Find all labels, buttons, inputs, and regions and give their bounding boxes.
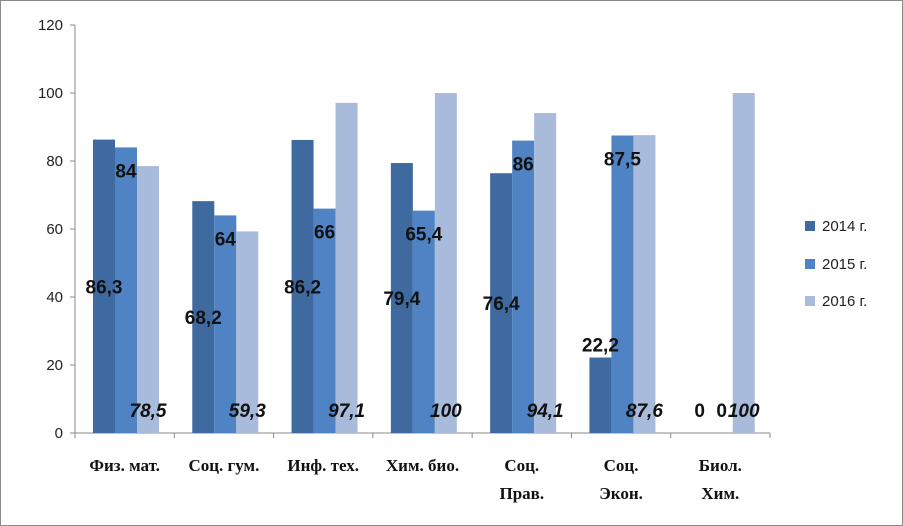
data-label-2-1: 84 [115,161,137,182]
y-tick-label: 40 [46,289,63,306]
data-label-3-5: 94,1 [527,401,564,422]
data-label-1-1: 86,3 [86,277,123,298]
bar-3-6 [633,135,656,433]
data-label-3-7: 100 [728,401,760,422]
data-label-1-6: 22,2 [582,336,619,357]
data-label-3-1: 78,5 [130,401,167,422]
x-tick-label-5-line-1: Соц. [504,456,539,475]
bar-2-3 [313,208,336,433]
bar-1-5 [490,173,513,434]
data-label-2-3: 66 [314,223,335,244]
data-label-3-2: 59,3 [229,401,266,422]
bar-3-2 [236,231,259,433]
x-tick-label-4: Хим. био. [386,456,459,475]
legend-label-3: 2016 г. [822,293,867,310]
data-label-1-5: 76,4 [483,294,520,315]
data-label-2-2: 64 [215,229,237,250]
x-tick-label-6-line-2: Экон. [599,484,643,503]
x-tick-label-6-line-1: Соц. [604,456,639,475]
x-tick-label-2: Соц. гум. [188,456,259,475]
bar-3-7 [732,93,755,433]
bar-3-3 [335,102,358,434]
bar-1-2 [192,201,215,433]
legend-swatch-3 [805,296,815,306]
data-label-1-7: 0 [694,401,705,422]
bar-2-5 [512,140,535,433]
data-label-2-5: 86 [513,155,534,176]
data-label-1-4: 79,4 [383,289,420,310]
x-tick-label-7-line-1: Биол. [699,456,742,475]
y-tick-label: 20 [46,357,63,374]
y-tick-label: 60 [46,221,63,238]
bar-3-4 [434,93,457,433]
legend-label-1: 2014 г. [822,218,867,235]
data-label-1-3: 86,2 [284,277,321,298]
data-label-1-2: 68,2 [185,308,222,329]
bar-1-6 [589,357,612,433]
chart-x-tick-labels: Физ. мат. Соц. гум. Инф. тех. Хим. био. Соц.… [89,456,742,503]
bar-3-1 [137,166,159,433]
bar-2-4 [412,210,435,433]
y-tick-label: 80 [46,153,63,170]
data-label-2-7: 0 [716,401,727,422]
legend-swatch-1 [805,221,815,231]
x-tick-label-5-line-2: Прав. [499,484,544,503]
bar-1-3 [291,139,314,434]
x-tick-label-1: Физ. мат. [89,456,160,475]
bar-1-1 [93,139,115,433]
y-tick-label: 100 [38,85,63,102]
chart-legend: 2014 г. 2015 г. 2016 г. [805,218,867,310]
data-label-3-4: 100 [430,401,462,422]
y-tick-label: 0 [55,425,63,442]
legend-swatch-2 [805,259,815,269]
bar-1-4 [390,163,413,434]
x-tick-label-7-line-2: Хим. [701,484,739,503]
bar-3-5 [534,113,557,433]
data-label-2-4: 65,4 [405,225,442,246]
legend-label-2: 2015 г. [822,256,867,273]
bar-2-2 [214,215,237,433]
bar-2-1 [115,147,137,433]
chart-data-labels: 86,3 84 78,5 68,2 64 59,3 86,2 66 97,1 79,4 65,4 10… [86,150,760,423]
data-label-3-6: 87,6 [626,401,663,422]
x-tick-label-3: Инф. тех. [287,456,359,475]
chart-bars [93,93,755,434]
y-tick-label: 120 [38,17,63,34]
data-label-3-3: 97,1 [328,401,365,422]
bar-2-6 [611,135,634,433]
data-label-2-6: 87,5 [604,150,641,171]
